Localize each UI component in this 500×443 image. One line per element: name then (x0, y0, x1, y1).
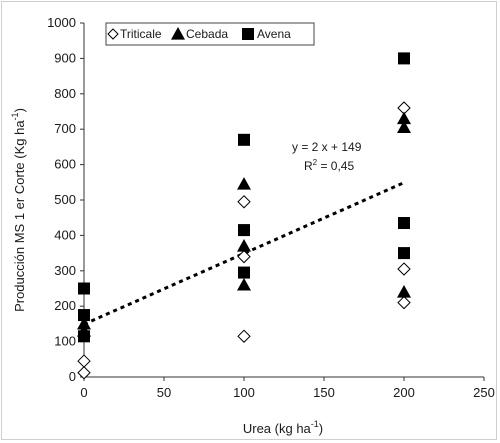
avena-point (398, 247, 410, 260)
avena-point (78, 330, 90, 343)
cebada-point (237, 239, 251, 252)
legend-box (105, 22, 315, 46)
avena-point (78, 309, 90, 322)
triticale-point (237, 329, 251, 343)
trendline (83, 181, 405, 326)
y-tick-label: 500 (54, 192, 76, 207)
avena-point (78, 282, 90, 295)
triticale-point (397, 295, 411, 310)
cebada-point (397, 120, 411, 134)
x-tick-label: 0 (80, 385, 87, 400)
avena-point (398, 52, 410, 65)
cebada-point (397, 111, 411, 125)
cebada-point (397, 285, 411, 298)
cebada-point (237, 177, 251, 190)
legend: Triticale Cebada Avena (105, 22, 315, 46)
y-tick-label: 800 (54, 86, 76, 101)
legend-marker-triticale (107, 28, 119, 40)
cebada-point (237, 277, 251, 291)
triticale-point (77, 366, 91, 380)
y-tick-label: 900 (54, 50, 76, 65)
y-tick-label: 100 (54, 334, 76, 349)
avena-point (238, 133, 250, 146)
y-tick-label: 200 (54, 298, 76, 313)
trendline-dashed (83, 181, 405, 326)
regression-equation: y = 2 x + 149 (292, 140, 362, 154)
y-tick-label: 600 (54, 157, 76, 172)
x-axis-label: Urea (kg ha-1) (243, 419, 323, 436)
y-tick-label: 700 (54, 121, 76, 136)
regression-annotation: y = 2 x + 149 R2 = 0,45 (292, 140, 362, 173)
legend-marker-avena (242, 28, 254, 40)
y-tick-label: 0 (69, 369, 76, 384)
x-tick-label: 200 (393, 385, 415, 400)
avena-point (398, 217, 410, 230)
avena-point (238, 224, 250, 237)
avena-point (238, 266, 250, 279)
axes (83, 23, 484, 378)
cebada-point (77, 316, 91, 330)
legend-label-triticale: Triticale (120, 27, 162, 41)
y-axis-label: Producción MS 1 er Corte (Kg ha-1) (10, 108, 27, 312)
x-tick-label: 50 (157, 385, 171, 400)
data-points (77, 52, 411, 380)
r-squared: R2 = 0,45 (304, 158, 354, 173)
triticale-point (397, 262, 411, 276)
triticale-point (237, 249, 251, 264)
triticale-point (237, 195, 251, 209)
legend-marker-cebada (171, 27, 185, 40)
x-tick-label: 100 (233, 385, 255, 400)
y-tick-label: 300 (54, 263, 76, 278)
x-tick-label: 250 (473, 385, 495, 400)
triticale-point (77, 354, 91, 368)
ticks: 0 100 200 300 400 500 600 700 800 900 1000 0 50 100 15… (47, 15, 495, 400)
x-tick-label: 150 (313, 385, 335, 400)
legend-label-cebada: Cebada (186, 27, 228, 41)
legend-label-avena: Avena (257, 27, 291, 41)
y-tick-label: 1000 (47, 15, 76, 30)
y-tick-label: 400 (54, 227, 76, 242)
